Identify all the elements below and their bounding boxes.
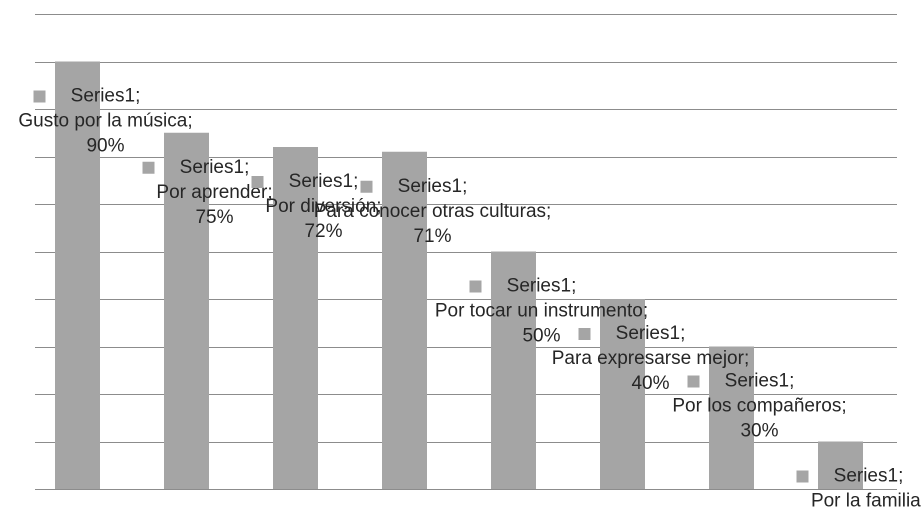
separator: ; [135,86,140,107]
bar [382,151,427,489]
series-name: Series1 [289,171,353,192]
data-label-category: Por la familia; [811,491,921,512]
category: Por diversión [265,196,376,217]
bar [164,132,209,489]
data-label-category: Para conocer otras culturas; [314,201,552,222]
legend-key [360,180,373,193]
separator: ; [267,182,272,203]
category: Por los compañeros [672,396,841,417]
data-label-series: Series1; [507,276,577,297]
separator: ; [353,171,358,192]
legend-key [251,176,264,188]
series-name: Series1 [71,86,135,107]
data-label: Series1;Por la familia;10% [796,466,921,512]
bar [818,441,863,489]
data-label: Series1;Gusto por la música;90% [18,86,192,157]
data-label: Series1;Para conocer otras culturas;71% [314,176,552,247]
data-label-series: Series1; [71,86,141,107]
data-label-value: 90% [86,136,124,157]
data-label-series: Series1; [289,171,359,192]
data-label-category: Gusto por la música; [18,111,192,132]
category: Para conocer otras culturas [314,201,546,222]
data-label-category: Para expresarse mejor; [552,348,749,369]
category: Por la familia [811,491,921,512]
category: Gusto por la música [18,111,187,132]
bar [273,147,318,489]
data-label-category: Por tocar un instrumento; [435,301,648,322]
data-label: Series1;Por los compañeros;30% [672,371,846,442]
series-name: Series1 [180,157,244,178]
data-label-category: Por aprender; [156,182,272,203]
series-name: Series1 [725,371,789,392]
bar [55,61,100,489]
separator: ; [187,111,192,132]
legend-key [469,280,482,293]
legend-key [687,375,700,388]
data-label-series: Series1; [180,157,250,178]
separator: ; [571,276,576,297]
separator: ; [462,176,467,197]
data-label-value: 71% [413,226,451,247]
category: Por tocar un instrumento [435,301,643,322]
data-label-value: 30% [740,421,778,442]
separator: ; [643,301,648,322]
series-name: Series1 [834,466,898,487]
series-name: Series1 [616,323,680,344]
data-label-category: Por los compañeros; [672,396,846,417]
legend-key [33,90,46,103]
data-label-series: Series1; [616,323,686,344]
data-label-value: 50% [522,326,560,347]
data-label-value: 72% [304,221,342,242]
separator: ; [376,196,381,217]
data-label-series: Series1; [834,466,904,487]
category: Por aprender [156,182,268,203]
series-name: Series1 [507,276,571,297]
separator: ; [680,323,685,344]
bar [709,346,754,489]
separator: ; [898,466,903,487]
data-label: Series1;Para expresarse mejor;40% [552,323,749,394]
data-label-value: 40% [631,373,669,394]
bar [600,299,645,489]
legend-key [796,470,809,483]
data-label-category: Por diversión; [265,196,381,217]
data-label: Series1;Por diversión;72% [251,171,382,242]
legend-key [578,328,591,340]
data-label: Series1;Por tocar un instrumento;50% [435,276,648,347]
data-label: Series1;Por aprender;75% [142,157,273,228]
data-label-series: Series1; [725,371,795,392]
separator: ; [841,396,846,417]
category: Para expresarse mejor [552,348,745,369]
separator: ; [744,348,749,369]
data-label-series: Series1; [398,176,468,197]
bar [491,251,536,489]
separator: ; [789,371,794,392]
series-name: Series1 [398,176,462,197]
data-label-value: 75% [195,207,233,228]
separator: ; [546,201,551,222]
legend-key [142,161,155,174]
separator: ; [244,157,249,178]
